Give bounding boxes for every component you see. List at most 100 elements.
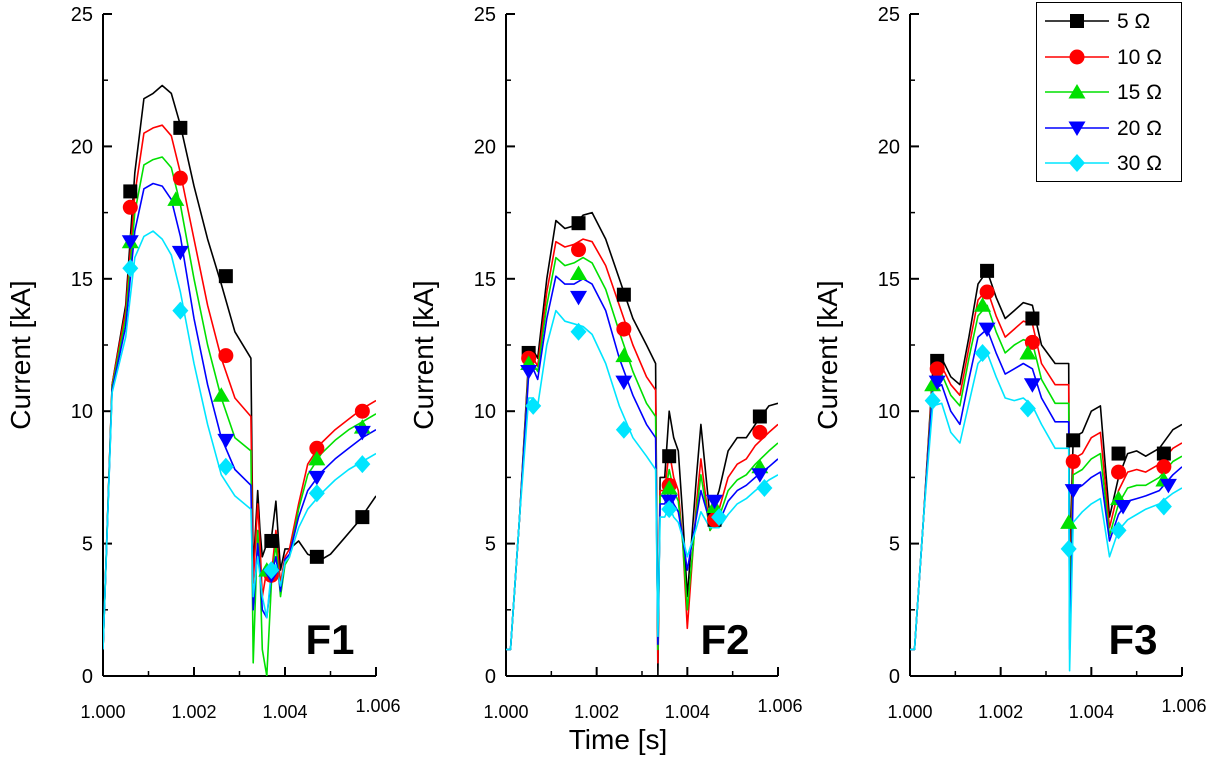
series-line-0	[506, 211, 778, 676]
legend-swatch	[1045, 49, 1109, 64]
data-point-marker	[308, 470, 326, 486]
data-point-marker	[661, 500, 678, 519]
x-tick-label: 1.002	[574, 702, 619, 722]
data-point-marker	[662, 449, 677, 464]
legend-marker	[1069, 49, 1085, 64]
data-point-marker	[974, 343, 991, 362]
data-point-marker	[570, 322, 587, 341]
legend: 5 Ω 10 Ω 15 Ω 20 Ω 30 Ω	[1036, 2, 1182, 182]
y-tick-label: 5	[82, 534, 93, 556]
data-point-marker	[308, 484, 325, 503]
data-point-marker	[711, 508, 728, 527]
legend-marker	[1068, 84, 1086, 99]
legend-entry: 30 Ω	[1037, 145, 1183, 181]
y-tick-label: 20	[71, 136, 93, 158]
legend-label: 5 Ω	[1117, 10, 1151, 33]
y-tick-label: 25	[474, 4, 496, 26]
data-point-marker	[353, 425, 371, 441]
panel-f3: 0 5 10 15 20 25 1.000 1.002 1.004 1.006 Current [k…	[812, 4, 1207, 722]
data-point-marker	[1114, 500, 1132, 515]
data-point-marker	[616, 287, 631, 302]
data-point-marker	[660, 479, 678, 495]
data-point-marker	[570, 265, 588, 281]
legend-label: 10 Ω	[1117, 45, 1162, 69]
data-point-marker	[571, 216, 586, 231]
data-point-marker	[173, 120, 188, 135]
data-point-marker	[309, 549, 324, 564]
data-point-marker	[172, 301, 189, 320]
data-point-marker	[167, 191, 185, 206]
data-point-marker	[1024, 334, 1040, 350]
data-point-marker	[264, 533, 279, 548]
data-point-marker	[354, 455, 371, 474]
y-tick-label: 5	[889, 534, 900, 556]
data-point-marker	[1066, 433, 1081, 448]
data-point-marker	[218, 348, 234, 364]
data-point-marker	[1159, 478, 1177, 494]
data-point-marker	[122, 259, 139, 278]
y-tick-label: 10	[878, 401, 900, 423]
panel-label: F3	[1108, 616, 1157, 663]
legend-swatch	[1045, 154, 1109, 172]
data-point-marker	[217, 433, 235, 449]
panel-f2: 0 5 10 15 20 25 1.000 1.002 1.004 1.006 Current [k…	[408, 4, 803, 722]
data-point-marker	[354, 403, 370, 419]
series-line-4	[103, 230, 376, 650]
data-point-marker	[1019, 399, 1036, 418]
y-tick-label: 0	[889, 666, 900, 688]
data-point-marker	[615, 347, 633, 363]
data-point-marker	[616, 321, 632, 337]
data-point-marker	[1064, 484, 1082, 499]
data-point-marker	[1060, 539, 1077, 558]
y-tick-label: 20	[474, 136, 496, 158]
data-point-marker	[978, 322, 996, 338]
y-tick-label: 10	[71, 401, 93, 423]
x-tick-label: 1.004	[1069, 702, 1114, 722]
series-line-3	[103, 182, 376, 650]
x-tick-label: 1.006	[1161, 696, 1206, 716]
series-line-1	[506, 238, 778, 664]
data-point-marker	[1025, 311, 1040, 326]
y-tick-label: 0	[82, 666, 93, 688]
legend-label: 15 Ω	[1117, 81, 1162, 104]
x-tick-label: 1.006	[757, 696, 802, 716]
data-point-marker	[1155, 497, 1172, 516]
x-tick-label: 1.002	[978, 702, 1023, 722]
y-axis-label: Current [kA]	[408, 280, 439, 429]
series-line-1	[103, 124, 376, 650]
panel-label: F1	[305, 616, 354, 663]
x-tick-label: 1.000	[887, 702, 932, 722]
y-tick-label: 0	[485, 666, 496, 688]
panel-f1: 0 5 10 15 20 25 1.000 1.002 1.004 1.006 Current [k…	[5, 4, 401, 722]
data-point-marker	[355, 510, 370, 525]
data-point-marker	[263, 561, 280, 580]
data-point-marker	[1023, 378, 1041, 393]
data-point-marker	[924, 391, 941, 410]
data-point-marker	[309, 440, 325, 456]
data-point-marker	[751, 468, 769, 483]
data-point-marker	[1111, 464, 1127, 480]
y-axis-label: Current [kA]	[5, 280, 36, 429]
data-point-marker	[1065, 454, 1081, 470]
data-point-marker	[706, 494, 724, 510]
series-line-2	[506, 256, 778, 651]
data-point-marker	[520, 364, 538, 380]
y-tick-label: 25	[878, 4, 900, 26]
legend-label: 20 Ω	[1117, 116, 1162, 140]
data-point-marker	[122, 199, 138, 215]
series-line-4	[506, 309, 778, 651]
y-tick-label: 25	[71, 4, 93, 26]
series-line-0	[103, 84, 376, 650]
x-tick-label: 1.000	[483, 702, 528, 722]
legend-swatch	[1045, 84, 1109, 99]
y-tick-label: 10	[474, 401, 496, 423]
legend-entry: 20 Ω	[1037, 110, 1183, 146]
y-tick-label: 15	[878, 269, 900, 291]
legend-marker	[1070, 14, 1084, 28]
data-point-marker	[979, 284, 995, 300]
legend-label: 30 Ω	[1117, 152, 1162, 175]
series-line-2	[103, 156, 376, 676]
series-line-2	[910, 304, 1182, 651]
data-point-marker	[571, 242, 587, 258]
series-line-0	[910, 270, 1182, 651]
